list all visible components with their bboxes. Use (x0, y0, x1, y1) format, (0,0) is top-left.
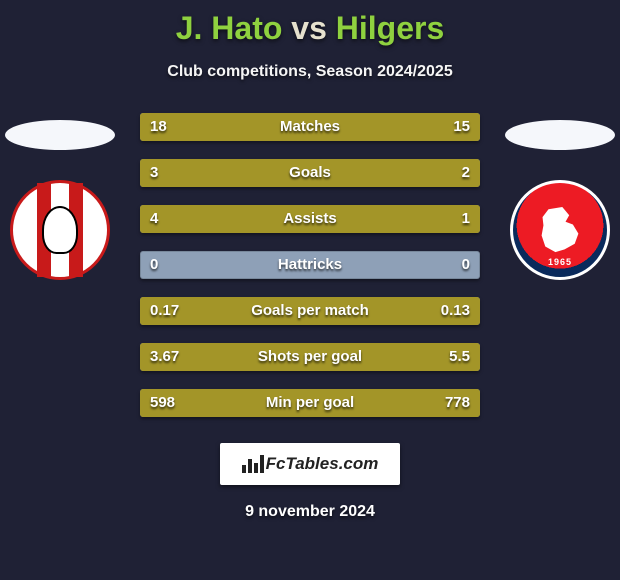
stat-value-left: 0 (150, 251, 158, 279)
vs-text: vs (291, 10, 327, 46)
twente-crest-icon: 1965 (510, 180, 610, 280)
stat-label: Goals (289, 159, 331, 187)
bar-chart-icon (242, 455, 264, 473)
stat-value-right: 5.5 (449, 343, 470, 371)
stat-value-right: 0.13 (441, 297, 470, 325)
fctables-logo: FcTables.com (220, 443, 400, 485)
player2-name: Hilgers (336, 10, 444, 46)
player2-ellipse (505, 120, 615, 150)
stat-row: 598 778 Min per goal (140, 389, 480, 417)
stat-label: Matches (280, 113, 340, 141)
stat-value-right: 2 (462, 159, 470, 187)
stat-label: Min per goal (266, 389, 354, 417)
bar-right (344, 159, 480, 187)
stat-value-right: 778 (445, 389, 470, 417)
stat-bars-container: 18 15 Matches 3 2 Goals 4 1 Assists 0 0 Hattricks 0.… (140, 113, 480, 417)
stat-label: Shots per goal (258, 343, 362, 371)
twente-year: 1965 (548, 257, 572, 267)
stat-row: 3.67 5.5 Shots per goal (140, 343, 480, 371)
stat-row: 4 1 Assists (140, 205, 480, 233)
stat-value-right: 1 (462, 205, 470, 233)
club-left-column (0, 120, 120, 280)
stat-label: Goals per match (251, 297, 369, 325)
stat-label: Hattricks (278, 251, 342, 279)
brand-text: FcTables.com (266, 454, 379, 474)
stat-row: 18 15 Matches (140, 113, 480, 141)
stat-value-left: 3 (150, 159, 158, 187)
player1-ellipse (5, 120, 115, 150)
stat-value-left: 0.17 (150, 297, 179, 325)
club-right-column: 1965 (500, 120, 620, 280)
ajax-crest-icon (10, 180, 110, 280)
stat-label: Assists (283, 205, 336, 233)
stat-row: 0.17 0.13 Goals per match (140, 297, 480, 325)
stat-value-left: 4 (150, 205, 158, 233)
stat-row: 3 2 Goals (140, 159, 480, 187)
stat-row: 0 0 Hattricks (140, 251, 480, 279)
comparison-title: J. Hato vs Hilgers (0, 0, 620, 47)
stat-value-left: 3.67 (150, 343, 179, 371)
date-text: 9 november 2024 (0, 503, 620, 521)
subtitle: Club competitions, Season 2024/2025 (0, 63, 620, 81)
stat-value-left: 598 (150, 389, 175, 417)
bar-left (140, 205, 412, 233)
stat-value-right: 15 (453, 113, 470, 141)
player1-name: J. Hato (176, 10, 283, 46)
stat-value-right: 0 (462, 251, 470, 279)
stat-value-left: 18 (150, 113, 167, 141)
